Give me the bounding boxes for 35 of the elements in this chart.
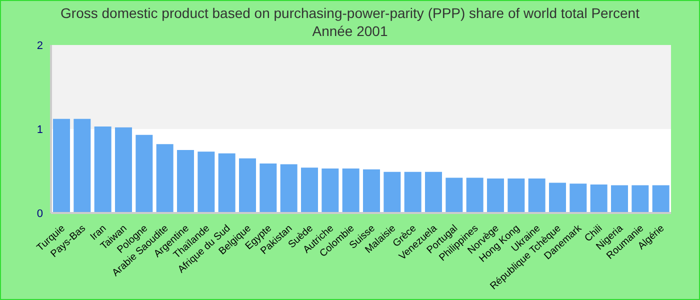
bar	[74, 118, 91, 213]
bar	[115, 127, 132, 213]
bar	[590, 184, 608, 213]
y-tick-label: 1	[36, 124, 43, 136]
bar	[260, 163, 277, 213]
chart-title: Gross domestic product based on purchasing-power-parity (PPP) share of world total Percent	[60, 4, 640, 22]
bar	[508, 178, 525, 213]
bar	[136, 134, 153, 213]
bar	[528, 178, 546, 213]
bar	[322, 168, 339, 213]
bar	[404, 172, 422, 213]
bar	[611, 185, 628, 213]
bar	[301, 168, 318, 213]
bar	[280, 164, 298, 213]
chart-subtitle: Année 2001	[311, 22, 389, 40]
bar	[239, 158, 256, 213]
bar	[384, 172, 401, 213]
y-tick-label: 2	[36, 40, 43, 52]
bar	[53, 118, 70, 213]
bar	[363, 169, 380, 213]
bar	[94, 126, 112, 213]
bar	[218, 153, 236, 213]
bar	[198, 152, 215, 213]
y-tick-label: 0	[36, 208, 43, 220]
bar	[570, 184, 587, 213]
bar	[342, 168, 360, 213]
bar	[487, 178, 504, 213]
bar	[652, 185, 670, 213]
bar	[156, 144, 174, 213]
bar	[177, 150, 194, 213]
bar	[632, 185, 649, 213]
bar	[446, 178, 463, 213]
bar	[425, 172, 442, 213]
bar	[466, 178, 484, 213]
bar	[549, 182, 566, 213]
